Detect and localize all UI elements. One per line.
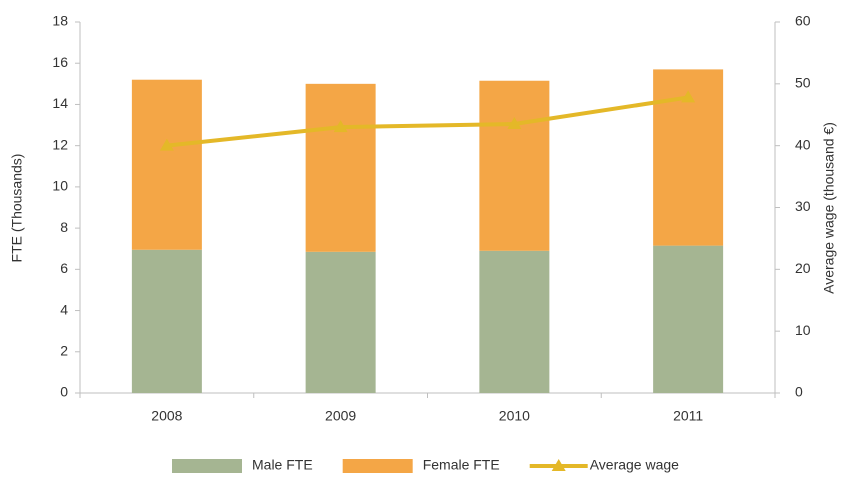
legend-swatch: [342, 459, 413, 473]
legend-label: Female FTE: [423, 457, 500, 473]
legend-label: Male FTE: [252, 457, 313, 473]
y2-tick-label: 20: [795, 260, 811, 276]
bar-segment: [479, 80, 550, 251]
y2-tick-label: 40: [795, 136, 811, 152]
legend-swatch: [172, 459, 242, 473]
bar-segment: [131, 79, 202, 250]
line: [166, 95, 689, 148]
y-tick-label: 0: [60, 384, 68, 400]
y2-axis-label: Average wage (thousand €): [821, 122, 837, 294]
y-tick-label: 16: [52, 54, 68, 70]
line-marker: [159, 138, 174, 151]
y-axis-label: FTE (Thousands): [9, 154, 25, 263]
y-tick-label: 8: [60, 219, 68, 235]
x-tick-label: 2010: [499, 408, 530, 424]
bar-segment: [305, 83, 376, 252]
y2-tick-label: 10: [795, 322, 811, 338]
line-marker: [681, 90, 696, 103]
y-tick-label: 18: [52, 13, 68, 29]
legend-label: Average wage: [590, 457, 679, 473]
y2-tick-label: 0: [795, 384, 803, 400]
y2-tick-label: 30: [795, 198, 811, 214]
bar-segment: [479, 250, 550, 393]
line-marker: [507, 117, 522, 130]
y-tick-label: 12: [52, 136, 68, 152]
bar-segment: [131, 249, 202, 393]
y-tick-label: 2: [60, 342, 68, 358]
y2-tick-label: 60: [795, 13, 811, 29]
bar-segment: [305, 251, 376, 393]
y-tick-label: 10: [52, 178, 68, 194]
y-tick-label: 6: [60, 260, 68, 276]
y-tick-label: 4: [60, 301, 68, 317]
x-tick-label: 2011: [673, 408, 703, 424]
legend-marker: [551, 459, 566, 471]
y-tick-label: 14: [52, 95, 68, 111]
bar-segment: [653, 245, 724, 393]
y2-tick-label: 50: [795, 75, 811, 91]
x-tick-label: 2009: [325, 408, 356, 424]
x-tick-label: 2008: [151, 408, 182, 424]
line-marker: [333, 120, 348, 133]
